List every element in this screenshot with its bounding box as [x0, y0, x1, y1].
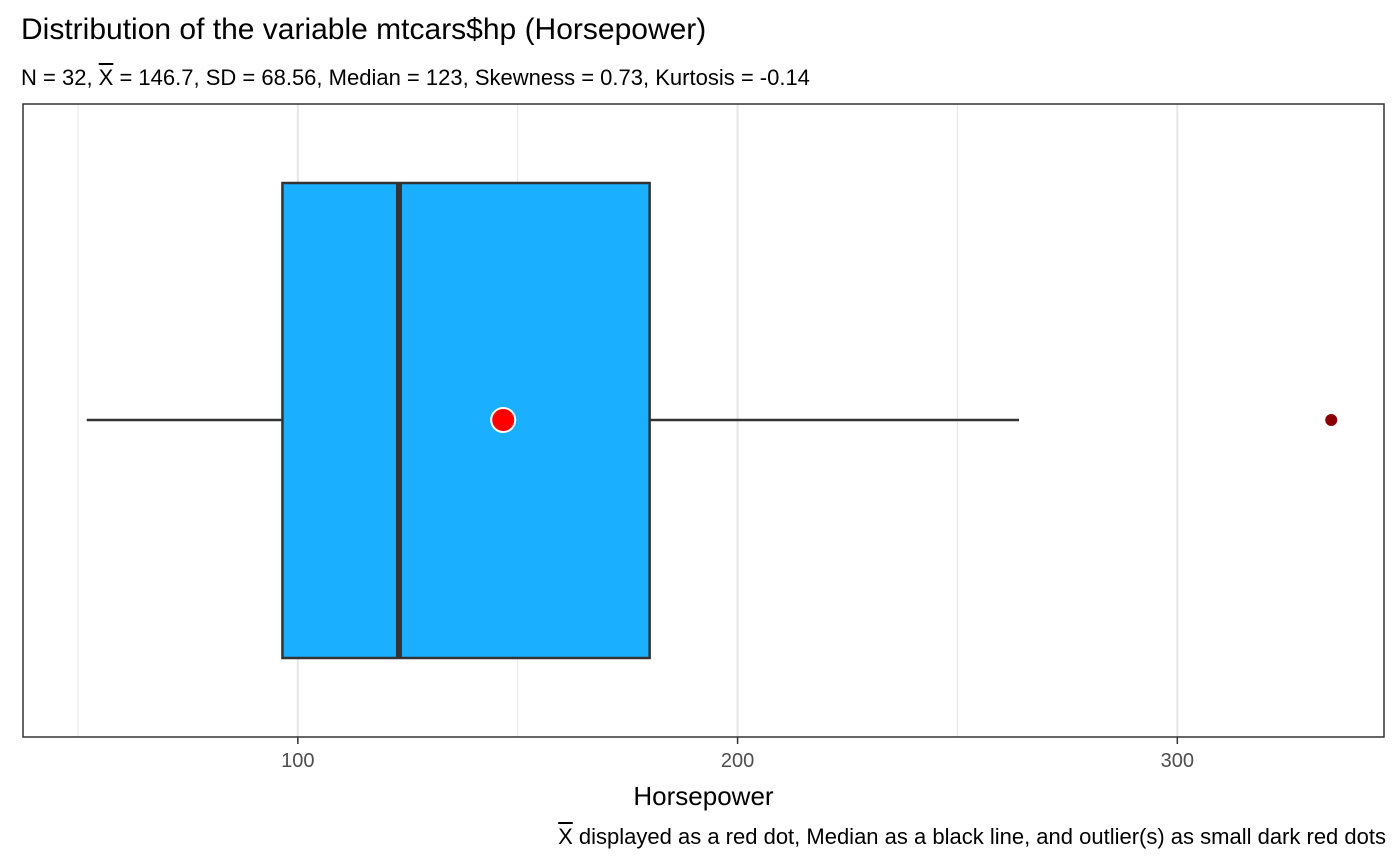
subtitle-mean: = 146.7 — [113, 65, 194, 90]
subtitle-kurtosis: Kurtosis = -0.14 — [655, 65, 810, 90]
x-axis-label: Horsepower — [633, 781, 774, 811]
outliers — [1325, 414, 1338, 426]
caption-mean-symbol: X — [558, 824, 573, 849]
x-tick-label: 100 — [281, 750, 314, 772]
subtitle-n: N = 32 — [21, 65, 87, 90]
outlier-dot — [1325, 414, 1338, 426]
mean-symbol: X — [98, 65, 114, 90]
iqr-box — [281, 181, 651, 660]
chart-title: Distribution of the variable mtcars$hp (… — [21, 13, 707, 46]
x-tick-label: 200 — [721, 750, 754, 772]
x-axis-ticks: 100 200 300 — [281, 737, 1194, 772]
panel-border — [22, 103, 1385, 738]
subtitle-median: Median = 123 — [328, 65, 463, 90]
mean-dot — [490, 407, 517, 433]
caption-text: displayed as a red dot, Median as a blac… — [572, 824, 1386, 849]
chart-caption: X displayed as a red dot, Median as a bl… — [558, 822, 1386, 852]
subtitle-sd: SD = 68.56 — [205, 65, 317, 90]
x-tick-label: 300 — [1161, 750, 1194, 772]
subtitle-skewness: Skewness = 0.73 — [474, 65, 643, 90]
chart-subtitle: N = 32, X = 146.7, SD = 68.56, Median = … — [21, 65, 810, 90]
